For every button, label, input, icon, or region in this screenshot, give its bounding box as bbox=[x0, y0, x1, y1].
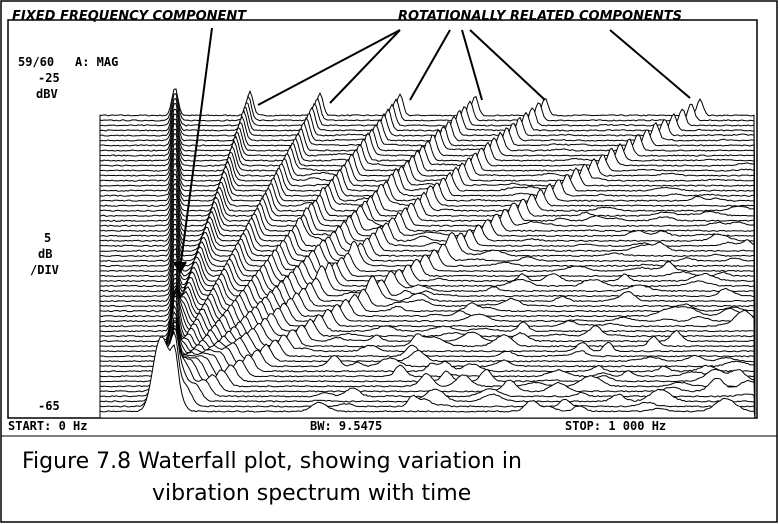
arrows bbox=[173, 27, 691, 274]
footer-label: BW: 9.5475 bbox=[310, 419, 382, 433]
y-label: dBV bbox=[36, 87, 58, 101]
caption: Figure 7.8 Waterfall plot, showing varia… bbox=[22, 449, 522, 474]
y-label: /DIV bbox=[30, 263, 59, 277]
mode-label: A: MAG bbox=[75, 55, 118, 69]
y-label: dB bbox=[38, 247, 52, 261]
caption: vibration spectrum with time bbox=[152, 481, 471, 506]
trace bbox=[99, 336, 756, 419]
annotation: ROTATIONALLY RELATED COMPONENTS bbox=[398, 9, 682, 24]
waterfall bbox=[99, 88, 756, 419]
annotation: FIXED FREQUENCY COMPONENT bbox=[12, 9, 247, 24]
y-label: -25 bbox=[38, 71, 60, 85]
y-label: 5 bbox=[44, 231, 51, 245]
footer-label: STOP: 1 000 Hz bbox=[565, 419, 666, 433]
footer-label: START: 0 Hz bbox=[8, 419, 87, 433]
y-label: -65 bbox=[38, 399, 60, 413]
trace-label: 59/60 bbox=[18, 55, 54, 69]
